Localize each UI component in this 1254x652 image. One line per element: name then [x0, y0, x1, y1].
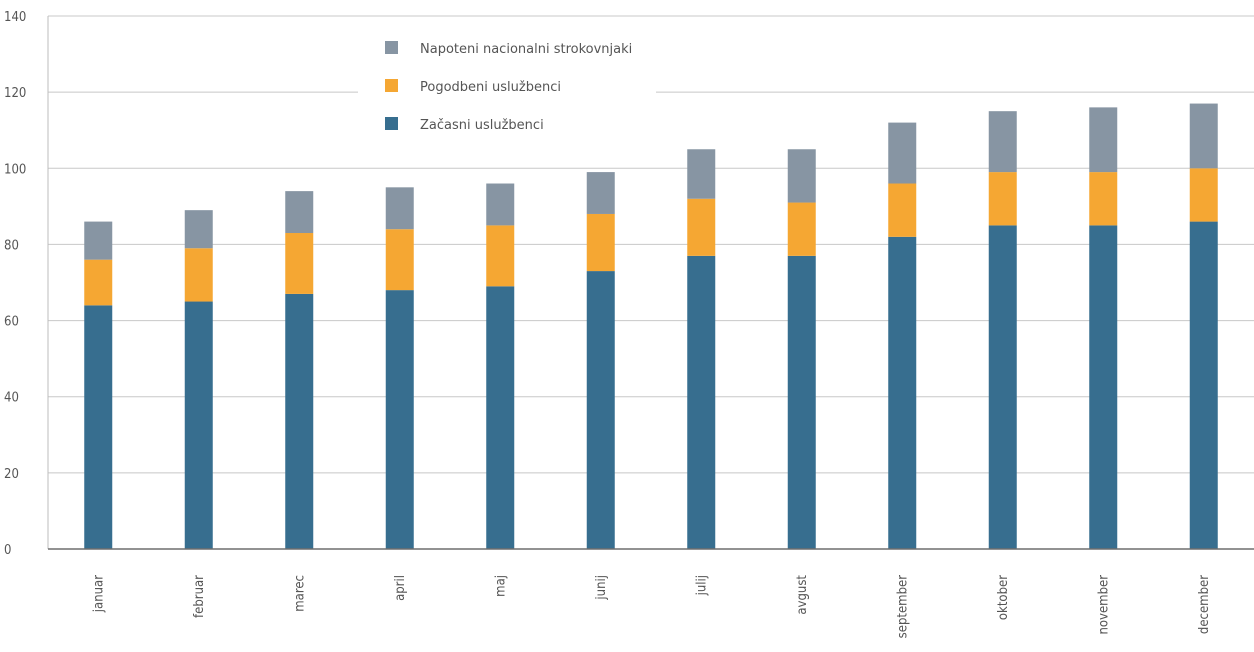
bar-segment	[687, 149, 716, 199]
y-tick-label: 40	[4, 391, 19, 406]
legend-label: Začasni uslužbenci	[420, 118, 544, 133]
bar-segment	[888, 183, 917, 237]
legend-label: Napoteni nacionalni strokovnjaki	[420, 42, 632, 57]
y-tick-label: 120	[4, 86, 26, 101]
bar-segment	[486, 286, 515, 549]
bar-segment	[1189, 168, 1218, 222]
bar-segment	[285, 233, 314, 294]
x-axis	[47, 16, 1254, 550]
bar-segment	[385, 229, 414, 291]
bar-segment	[486, 183, 515, 226]
bar-segment	[285, 293, 314, 549]
bar-segment	[184, 301, 213, 549]
x-tick-label: september	[895, 575, 910, 639]
x-tick-label: julij	[694, 575, 709, 596]
bar-segment	[787, 255, 816, 549]
legend-swatch	[385, 41, 398, 54]
x-tick-label: avgust	[795, 575, 810, 615]
x-tick-label: marec	[292, 575, 307, 612]
bar-segment	[486, 225, 515, 287]
bar-segment	[184, 210, 213, 249]
bar-segment	[84, 259, 113, 306]
bar-segment	[586, 213, 615, 272]
x-axis-ticks: januar februar marec april maj junij julij avgu…	[91, 575, 1212, 639]
bar-segment	[787, 202, 816, 256]
y-tick-label: 140	[4, 10, 26, 25]
bar-segment	[988, 225, 1017, 549]
bar-segment	[988, 172, 1017, 226]
x-tick-label: februar	[192, 575, 207, 618]
x-tick-label: november	[1096, 575, 1111, 635]
y-tick-label: 60	[4, 315, 19, 330]
bar-segment	[687, 255, 716, 549]
bar-segment	[184, 248, 213, 302]
x-tick-label: april	[393, 575, 408, 601]
bars	[84, 103, 1218, 550]
legend-swatch	[385, 117, 398, 130]
bar-segment	[84, 221, 113, 260]
x-tick-label: oktober	[996, 575, 1011, 620]
x-tick-label: junij	[594, 575, 609, 601]
bar-segment	[1089, 225, 1118, 549]
legend-swatch	[385, 79, 398, 92]
legend-background	[358, 36, 656, 144]
bar-segment	[787, 149, 816, 203]
y-axis-ticks: 0 20 40 60 80 100 120 140	[4, 10, 26, 558]
legend-box	[358, 36, 656, 144]
bar-segment	[1089, 107, 1118, 173]
bar-segment	[285, 191, 314, 234]
bar-segment	[385, 187, 414, 230]
x-tick-label: maj	[493, 575, 508, 597]
bar-segment	[1189, 221, 1218, 550]
y-tick-label: 80	[4, 238, 19, 253]
bar-segment	[586, 172, 615, 214]
y-tick-label: 20	[4, 467, 19, 482]
bar-segment	[586, 271, 615, 549]
bar-segment	[385, 290, 414, 549]
bar-segment	[1189, 103, 1218, 169]
bar-segment	[84, 305, 113, 549]
bar-segment	[988, 111, 1017, 173]
bar-segment	[687, 198, 716, 256]
legend-label: Pogodbeni uslužbenci	[420, 80, 561, 95]
bar-segment	[888, 122, 917, 184]
legend: Napoteni nacionalni strokovnjaki Pogodben…	[385, 41, 632, 133]
y-tick-label: 100	[4, 162, 26, 177]
bar-segment	[888, 236, 917, 550]
bar-segment	[1089, 172, 1118, 226]
x-tick-label: december	[1197, 575, 1212, 634]
y-tick-label: 0	[4, 543, 11, 558]
x-tick-label: januar	[91, 575, 106, 613]
